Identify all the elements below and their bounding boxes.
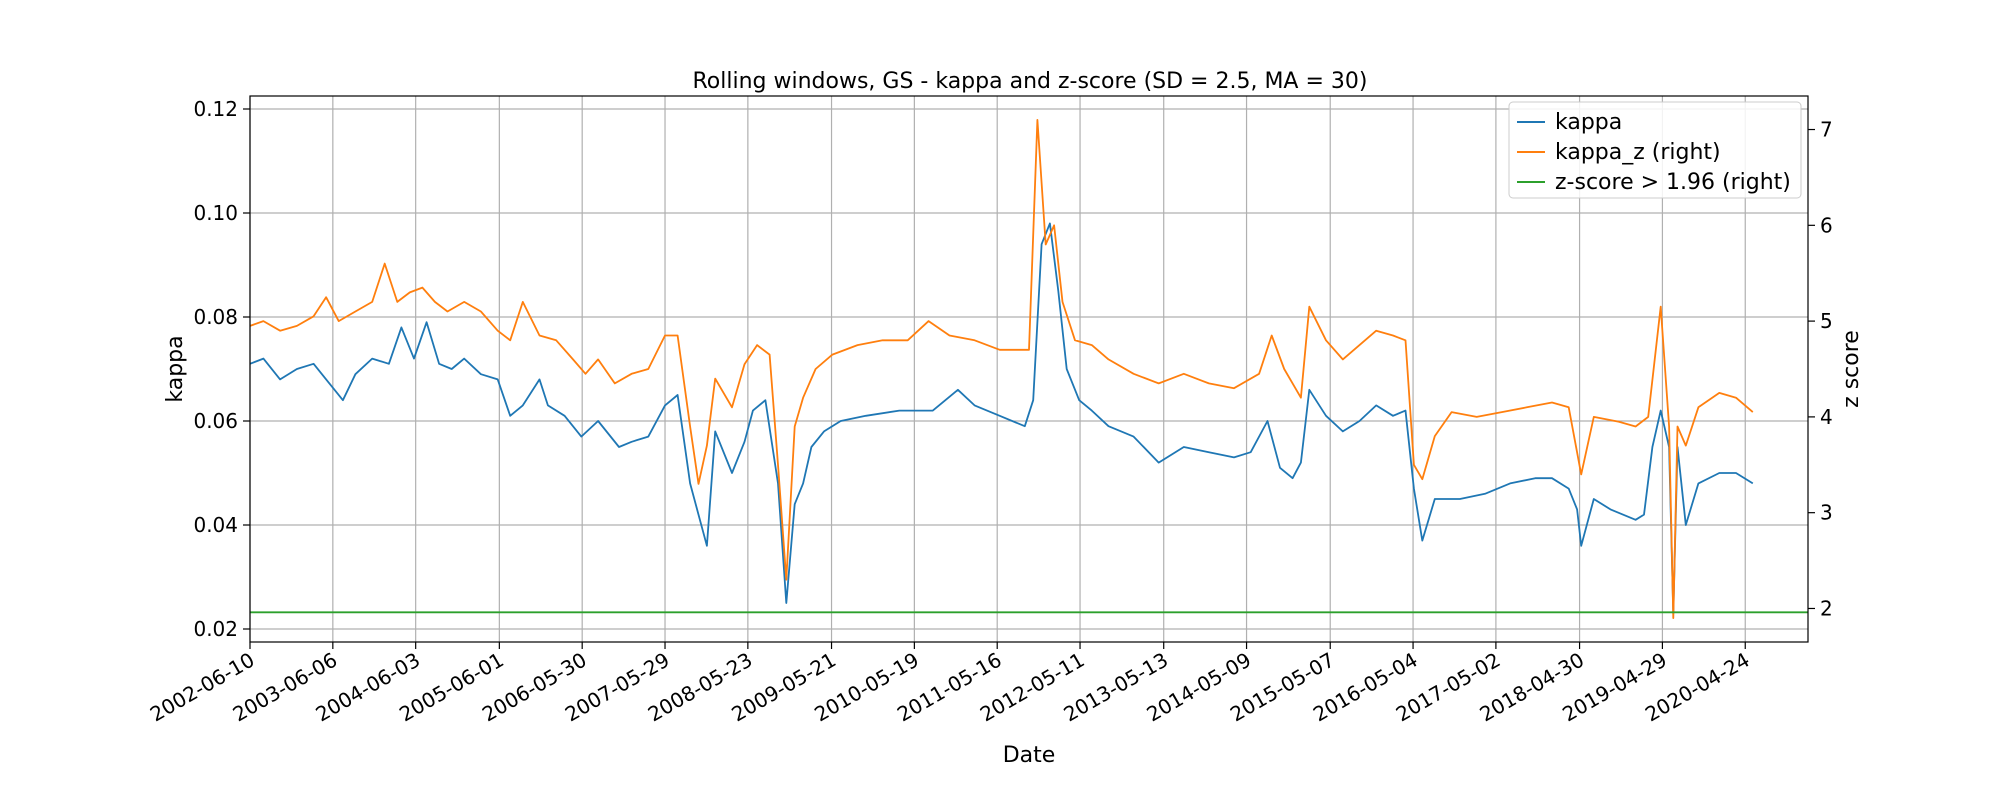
y-axis-right: 2 3 4 5 6 7 — [1808, 118, 1833, 621]
legend-label-kappa-z: kappa_z (right) — [1555, 140, 1721, 165]
y-tick-label: 0.12 — [193, 97, 238, 121]
y-right-tick-label: 3 — [1820, 501, 1833, 525]
y-right-tick-label: 5 — [1820, 309, 1833, 333]
x-axis: 2002-06-102003-06-062004-06-032005-06-01… — [146, 642, 1754, 726]
y-tick-label: 0.04 — [193, 513, 238, 537]
legend: kappa kappa_z (right) z-score > 1.96 (ri… — [1509, 102, 1801, 198]
y-axis-right-label: z score — [1839, 330, 1864, 408]
y-axis-label: kappa — [163, 335, 188, 402]
legend-label-kappa: kappa — [1555, 110, 1622, 135]
chart-title: Rolling windows, GS - kappa and z-score … — [693, 69, 1368, 94]
y-tick-label: 0.10 — [193, 201, 238, 225]
y-tick-label: 0.02 — [193, 617, 238, 641]
y-right-tick-label: 7 — [1820, 118, 1833, 142]
y-right-tick-label: 6 — [1820, 213, 1833, 237]
legend-label-threshold: z-score > 1.96 (right) — [1555, 170, 1791, 195]
y-tick-label: 0.06 — [193, 409, 238, 433]
series-line-0 — [250, 223, 1753, 613]
y-tick-label: 0.08 — [193, 305, 238, 329]
y-axis-left: 0.02 0.04 0.06 0.08 0.10 0.12 — [193, 97, 250, 641]
y-right-tick-label: 2 — [1820, 596, 1833, 620]
x-axis-label: Date — [1003, 743, 1056, 768]
y-right-tick-label: 4 — [1820, 405, 1833, 429]
